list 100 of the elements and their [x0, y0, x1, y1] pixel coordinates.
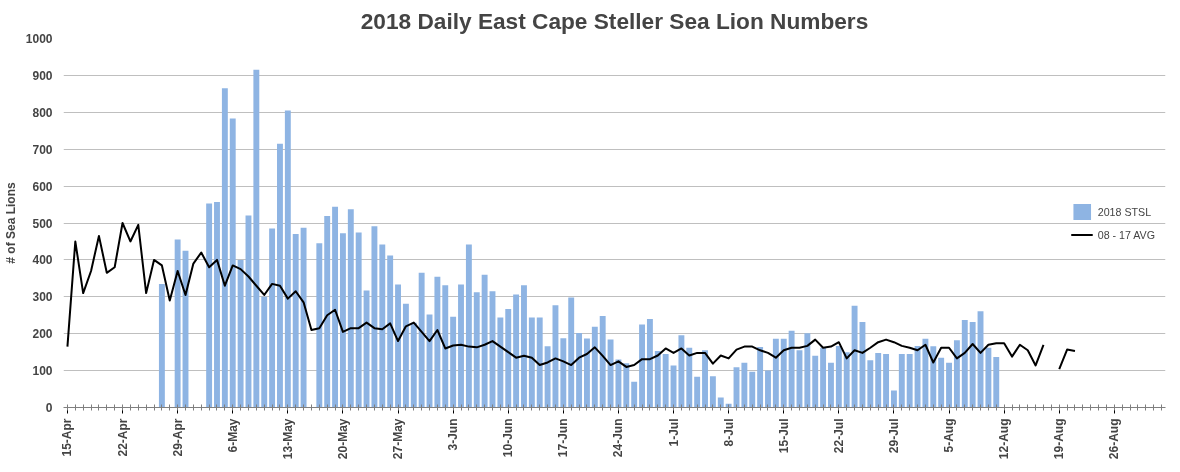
y-axis-title: # of Sea Lions — [3, 182, 18, 264]
y-tick-label: 400 — [32, 253, 53, 268]
y-tick-label: 1000 — [25, 32, 53, 46]
bar — [521, 285, 527, 408]
bar — [883, 353, 890, 408]
bar — [332, 206, 339, 408]
bar — [450, 316, 457, 408]
x-tick-label: 15-Jul — [776, 418, 791, 454]
bar — [339, 233, 346, 408]
x-tick-label: 10-Jun — [501, 418, 516, 458]
x-tick-label: 22-Jul — [831, 418, 846, 454]
y-tick-label: 600 — [32, 179, 53, 194]
y-tick-label: 800 — [32, 105, 53, 120]
bar — [292, 234, 299, 408]
x-tick-label: 22-Apr — [115, 418, 130, 457]
x-tick-label: 8-Jul — [721, 418, 736, 447]
bar — [269, 228, 276, 408]
bar — [513, 294, 520, 408]
bar — [206, 203, 213, 408]
bar — [835, 345, 842, 408]
bar — [961, 320, 968, 408]
bar — [906, 353, 913, 408]
bar — [623, 363, 630, 408]
bar — [442, 285, 449, 408]
bar — [631, 381, 638, 408]
x-tick-label: 27-May — [391, 418, 406, 460]
bar — [985, 347, 992, 408]
x-tick-label: 5-Aug — [942, 418, 957, 453]
bar — [277, 143, 283, 408]
bar — [355, 232, 362, 408]
bar — [599, 315, 606, 408]
bar — [678, 335, 685, 408]
bar — [812, 355, 819, 408]
bar — [686, 347, 693, 408]
bar — [316, 243, 323, 408]
bar — [788, 330, 795, 408]
bar — [237, 259, 244, 408]
x-tick-label: 15-Apr — [60, 418, 75, 457]
bar — [749, 371, 756, 408]
bar — [576, 332, 583, 408]
bar — [347, 209, 354, 408]
bar — [946, 362, 952, 408]
bar — [993, 356, 1000, 408]
bar — [158, 283, 165, 408]
bar — [646, 318, 653, 408]
bar — [953, 340, 960, 408]
bar — [214, 201, 220, 408]
bar — [772, 338, 779, 408]
bar — [757, 346, 764, 408]
y-tick-label: 0 — [45, 401, 53, 415]
x-tick-label: 26-Aug — [1107, 418, 1122, 460]
bar — [481, 274, 488, 408]
bar — [938, 357, 945, 408]
x-tick-label: 29-Apr — [170, 418, 185, 457]
x-tick-label: 20-May — [335, 418, 350, 460]
y-tick-label: 200 — [32, 327, 53, 342]
x-tick-label: 12-Aug — [997, 418, 1012, 460]
chart-title: 2018 Daily East Cape Steller Sea Lion Numbers — [360, 7, 869, 34]
bar — [410, 322, 417, 408]
x-tick-label: 29-Jul — [886, 418, 901, 454]
x-tick-label: 3-Jun — [446, 418, 461, 451]
bar — [536, 317, 543, 408]
bar — [741, 362, 748, 408]
x-tick-label: 1-Jul — [666, 418, 681, 447]
bar — [875, 352, 882, 408]
legend-label: 08 - 17 AVG — [1097, 228, 1155, 240]
bar — [174, 239, 181, 408]
bar — [418, 272, 425, 408]
y-tick-label: 900 — [32, 68, 53, 83]
bar — [379, 244, 386, 408]
bar — [284, 110, 291, 408]
bar — [584, 338, 590, 408]
bar — [702, 350, 708, 408]
bar — [528, 317, 535, 408]
bar — [639, 324, 645, 408]
bar — [229, 118, 236, 408]
bar — [473, 292, 480, 408]
bar — [395, 284, 401, 408]
y-tick-label: 700 — [32, 142, 53, 157]
bar — [662, 353, 669, 408]
bar — [867, 360, 874, 408]
bar — [387, 255, 394, 408]
x-tick-label: 19-Aug — [1052, 418, 1067, 460]
bar — [930, 346, 937, 408]
bar — [505, 308, 512, 408]
x-tick-label: 13-May — [280, 418, 295, 460]
bar — [324, 215, 331, 408]
bar — [591, 326, 598, 408]
bar — [402, 303, 409, 408]
bar — [654, 351, 661, 408]
bar — [544, 346, 551, 408]
bar — [780, 338, 787, 408]
bar — [828, 362, 834, 408]
bar — [898, 353, 905, 408]
bar — [765, 370, 771, 408]
bar — [465, 244, 472, 408]
bar — [458, 284, 464, 408]
x-tick-label: 24-Jun — [611, 418, 626, 458]
bar — [560, 338, 567, 408]
legend-label: 2018 STSL — [1097, 205, 1152, 217]
